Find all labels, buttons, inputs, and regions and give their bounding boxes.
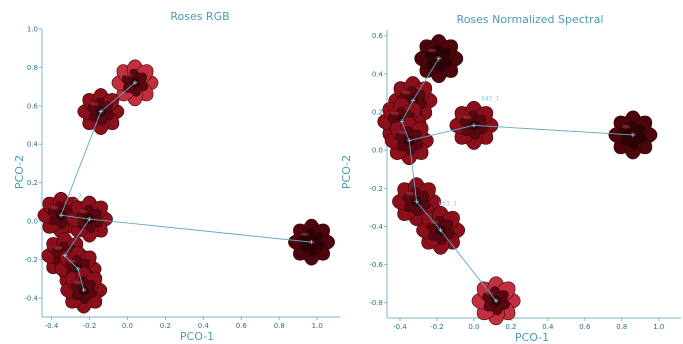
rose-point-1 xyxy=(77,88,125,135)
y-tick-label: -0.4 xyxy=(369,223,383,231)
point-marker xyxy=(407,138,412,143)
x-tick-label: 1.0 xyxy=(312,322,323,330)
point-marker xyxy=(630,132,635,137)
x-axis-label: PCO-1 xyxy=(515,331,549,344)
rose-point-0 xyxy=(414,34,464,84)
tree-link xyxy=(440,229,497,302)
chart-spectral: Roses Normalized Spectral -0.4 -0.2 0.0 0.2 0… xyxy=(340,13,681,344)
x-tick-label: -0.4 xyxy=(45,322,59,330)
point-marker xyxy=(471,123,476,128)
y-tick-label: -0.2 xyxy=(369,185,383,193)
y-tick-label: -0.8 xyxy=(369,299,383,307)
tree-link xyxy=(64,218,90,256)
y-tick-label: 0.8 xyxy=(27,64,38,72)
point-marker xyxy=(76,267,81,271)
x-tick-label: 0.8 xyxy=(616,323,627,331)
rose-point-3 xyxy=(384,116,434,166)
y-tick-label: -0.2 xyxy=(24,256,38,264)
rose-point-4 xyxy=(449,100,499,150)
rose-point-6 xyxy=(60,266,108,314)
y-tick-label: 0.4 xyxy=(27,141,39,149)
x-tick-label: 0.8 xyxy=(274,322,285,330)
x-tick-label: 0.2 xyxy=(505,323,516,331)
tree-link xyxy=(416,201,441,231)
rose-point-6 xyxy=(392,177,442,227)
point-marker xyxy=(309,240,314,245)
tree-link xyxy=(409,124,475,142)
y-tick-label: -0.4 xyxy=(24,294,38,302)
chart-panel-spectral: Roses Normalized Spectral -0.4 -0.2 0.0 0.2 0… xyxy=(340,0,683,344)
point-label: 053_1 xyxy=(439,200,457,207)
point-marker xyxy=(98,109,103,114)
x-tick-label: 0.6 xyxy=(579,323,591,331)
x-tick-label: -0.2 xyxy=(430,323,444,331)
tree-link xyxy=(100,82,136,112)
point-marker xyxy=(81,288,86,293)
x-tick-label: 0.4 xyxy=(542,323,554,331)
chart-title: Roses Normalized Spectral xyxy=(457,13,604,26)
x-tick-label: 0.4 xyxy=(198,322,210,330)
point-marker xyxy=(436,56,441,61)
y-axis-label: PCO-2 xyxy=(340,155,353,189)
point-marker xyxy=(414,199,419,204)
x-axis-label: PCO-1 xyxy=(180,330,214,343)
rose-point-2 xyxy=(37,191,85,239)
chart-panel-rgb: Roses RGB -0.4 -0.2 0.0 0.2 0.4 0.6 0.8 1.0 -0.4 -… xyxy=(13,10,340,343)
tree-link xyxy=(77,268,85,291)
rose-point-3 xyxy=(66,195,113,243)
point-marker xyxy=(494,298,499,303)
y-axis-label: PCO-2 xyxy=(13,155,26,189)
tree-link xyxy=(401,121,410,141)
y-tick-label: 0.6 xyxy=(27,102,39,110)
y-tick-label: 0.2 xyxy=(27,179,38,187)
rose-point-7 xyxy=(416,205,466,255)
x-tick-label: 0.2 xyxy=(160,322,171,330)
x-tick-label: 0.0 xyxy=(122,322,133,330)
point-marker xyxy=(438,228,443,233)
y-tick-label: 1.0 xyxy=(27,26,38,34)
x-tick-label: -0.4 xyxy=(393,323,407,331)
tree-link xyxy=(89,218,312,243)
y-tick-label: 0.0 xyxy=(372,147,383,155)
x-tick-label: 0.6 xyxy=(236,322,248,330)
rose-point-8 xyxy=(471,276,521,326)
chart-rgb: Roses RGB -0.4 -0.2 0.0 0.2 0.4 0.6 0.8 1.0 -0.4 -… xyxy=(13,10,340,343)
tree-link xyxy=(401,100,414,122)
x-tick-label: -0.2 xyxy=(83,322,97,330)
y-tick-label: 0.6 xyxy=(372,32,384,40)
rose-point-5 xyxy=(608,110,658,160)
tree-link xyxy=(60,111,102,216)
point-label: _2 xyxy=(74,193,82,200)
point-label: 043_1 xyxy=(481,96,499,103)
y-tick-label: 0.2 xyxy=(372,109,383,117)
rose-point-7 xyxy=(288,218,335,266)
tree-link xyxy=(60,214,90,220)
point-marker xyxy=(62,253,67,258)
tree-link xyxy=(473,124,633,136)
y-tick-label: 0.4 xyxy=(372,70,384,78)
y-tick-label: -0.6 xyxy=(369,261,383,269)
point-marker xyxy=(58,213,63,218)
chart-title: Roses RGB xyxy=(170,10,229,23)
y-tick-label: 0.0 xyxy=(27,218,38,226)
point-marker xyxy=(133,80,138,85)
point-marker xyxy=(399,119,404,124)
tree-link xyxy=(64,255,79,270)
x-tick-label: 1.0 xyxy=(653,323,664,331)
point-marker xyxy=(410,98,415,103)
point-marker xyxy=(87,217,92,222)
tree-link xyxy=(408,140,418,202)
tree-link xyxy=(412,58,440,101)
x-tick-label: 0.0 xyxy=(468,323,479,331)
